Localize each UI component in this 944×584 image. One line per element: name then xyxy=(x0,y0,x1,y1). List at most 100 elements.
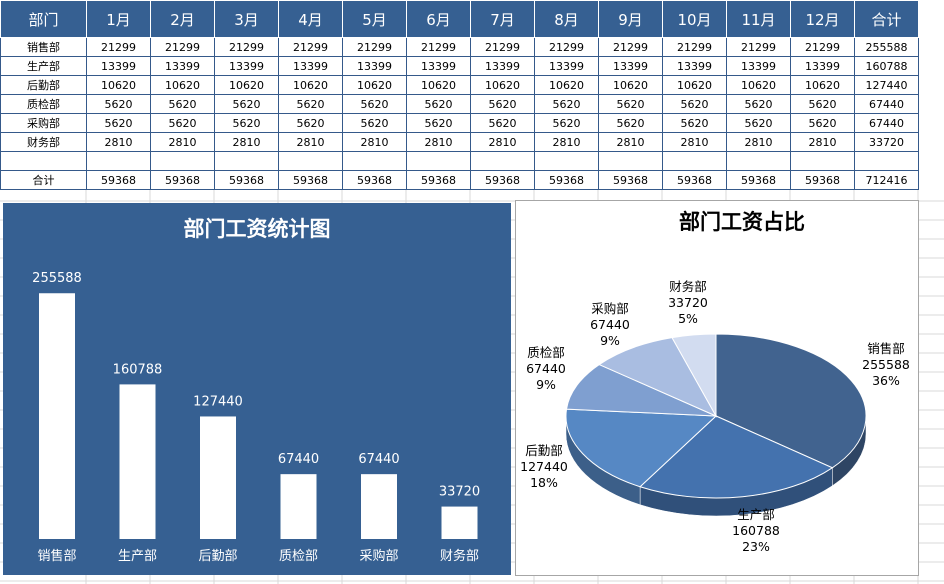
column-header[interactable]: 9月 xyxy=(598,0,663,38)
column-header[interactable]: 3月 xyxy=(214,0,279,38)
table-cell[interactable]: 13399 xyxy=(278,56,343,76)
column-header[interactable]: 12月 xyxy=(790,0,855,38)
table-cell[interactable]: 160788 xyxy=(854,56,919,76)
table-cell[interactable] xyxy=(598,151,663,171)
table-cell[interactable]: 21299 xyxy=(214,37,279,57)
table-cell[interactable]: 2810 xyxy=(662,132,727,152)
table-cell[interactable]: 127440 xyxy=(854,75,919,95)
row-label-cell[interactable] xyxy=(0,151,87,171)
table-cell[interactable]: 2810 xyxy=(342,132,407,152)
table-cell[interactable]: 13399 xyxy=(790,56,855,76)
column-header[interactable]: 6月 xyxy=(406,0,471,38)
row-label-cell[interactable]: 质检部 xyxy=(0,94,87,114)
row-label-cell[interactable]: 生产部 xyxy=(0,56,87,76)
table-cell[interactable]: 59368 xyxy=(598,170,663,190)
table-cell[interactable]: 21299 xyxy=(470,37,535,57)
table-cell[interactable]: 21299 xyxy=(86,37,151,57)
table-cell[interactable] xyxy=(726,151,791,171)
column-header[interactable]: 合计 xyxy=(854,0,919,38)
table-cell[interactable]: 10620 xyxy=(342,75,407,95)
table-cell[interactable]: 13399 xyxy=(150,56,215,76)
table-cell[interactable]: 5620 xyxy=(534,94,599,114)
table-cell[interactable]: 5620 xyxy=(278,94,343,114)
table-cell[interactable]: 5620 xyxy=(726,113,791,133)
column-header[interactable]: 1月 xyxy=(86,0,151,38)
table-cell[interactable]: 2810 xyxy=(598,132,663,152)
column-header[interactable]: 5月 xyxy=(342,0,407,38)
table-cell[interactable]: 67440 xyxy=(854,113,919,133)
table-cell[interactable]: 5620 xyxy=(662,94,727,114)
table-cell[interactable]: 5620 xyxy=(278,113,343,133)
table-cell[interactable] xyxy=(342,151,407,171)
table-cell[interactable]: 59368 xyxy=(470,170,535,190)
table-cell[interactable] xyxy=(470,151,535,171)
table-cell[interactable]: 59368 xyxy=(790,170,855,190)
table-cell[interactable]: 10620 xyxy=(214,75,279,95)
column-header[interactable]: 部门 xyxy=(0,0,87,38)
table-cell[interactable]: 33720 xyxy=(854,132,919,152)
row-label-cell[interactable]: 后勤部 xyxy=(0,75,87,95)
table-cell[interactable]: 59368 xyxy=(86,170,151,190)
table-cell[interactable]: 5620 xyxy=(214,113,279,133)
pie-chart-panel[interactable]: 部门工资占比 销售部 255588 36% 生产部 160788 23% 后勤部 127440 1… xyxy=(515,200,919,576)
table-cell[interactable]: 5620 xyxy=(86,94,151,114)
table-cell[interactable]: 2810 xyxy=(406,132,471,152)
table-cell[interactable]: 10620 xyxy=(406,75,471,95)
table-cell[interactable]: 13399 xyxy=(534,56,599,76)
table-cell[interactable]: 59368 xyxy=(342,170,407,190)
table-cell[interactable] xyxy=(278,151,343,171)
column-header[interactable]: 4月 xyxy=(278,0,343,38)
table-cell[interactable]: 5620 xyxy=(342,113,407,133)
table-cell[interactable]: 13399 xyxy=(662,56,727,76)
table-cell[interactable]: 21299 xyxy=(662,37,727,57)
table-cell[interactable] xyxy=(214,151,279,171)
table-cell[interactable] xyxy=(150,151,215,171)
table-cell[interactable]: 21299 xyxy=(534,37,599,57)
table-cell[interactable]: 10620 xyxy=(150,75,215,95)
table-cell[interactable]: 59368 xyxy=(278,170,343,190)
bar-chart-panel[interactable]: 部门工资统计图 255588 销售部 160788 生产部 127440 后勤部 67440 质… xyxy=(3,203,511,575)
table-cell[interactable]: 2810 xyxy=(150,132,215,152)
column-header[interactable]: 7月 xyxy=(470,0,535,38)
table-cell[interactable]: 10620 xyxy=(598,75,663,95)
row-label-cell[interactable]: 采购部 xyxy=(0,113,87,133)
table-cell[interactable]: 13399 xyxy=(598,56,663,76)
row-label-cell[interactable]: 财务部 xyxy=(0,132,87,152)
table-cell[interactable]: 5620 xyxy=(214,94,279,114)
table-cell[interactable]: 59368 xyxy=(662,170,727,190)
table-cell[interactable]: 10620 xyxy=(534,75,599,95)
table-cell[interactable]: 10620 xyxy=(86,75,151,95)
table-cell[interactable]: 13399 xyxy=(86,56,151,76)
table-cell[interactable]: 2810 xyxy=(214,132,279,152)
table-cell[interactable]: 5620 xyxy=(86,113,151,133)
table-cell[interactable]: 5620 xyxy=(150,94,215,114)
table-cell[interactable]: 5620 xyxy=(598,113,663,133)
table-cell[interactable]: 10620 xyxy=(662,75,727,95)
table-cell[interactable]: 5620 xyxy=(150,113,215,133)
table-cell[interactable]: 5620 xyxy=(662,113,727,133)
table-cell[interactable]: 59368 xyxy=(150,170,215,190)
table-cell[interactable]: 5620 xyxy=(470,94,535,114)
table-cell[interactable] xyxy=(534,151,599,171)
table-cell[interactable]: 21299 xyxy=(726,37,791,57)
table-cell[interactable]: 5620 xyxy=(534,113,599,133)
table-cell[interactable]: 21299 xyxy=(598,37,663,57)
table-cell[interactable]: 5620 xyxy=(790,94,855,114)
table-cell[interactable] xyxy=(854,151,919,171)
table-cell[interactable]: 2810 xyxy=(278,132,343,152)
table-cell[interactable]: 10620 xyxy=(790,75,855,95)
table-cell[interactable]: 5620 xyxy=(726,94,791,114)
table-cell[interactable]: 255588 xyxy=(854,37,919,57)
table-cell[interactable] xyxy=(406,151,471,171)
table-cell[interactable]: 13399 xyxy=(342,56,407,76)
table-cell[interactable]: 10620 xyxy=(278,75,343,95)
table-cell[interactable]: 5620 xyxy=(406,94,471,114)
table-cell[interactable]: 13399 xyxy=(406,56,471,76)
table-cell[interactable]: 5620 xyxy=(790,113,855,133)
table-cell[interactable]: 59368 xyxy=(406,170,471,190)
table-cell[interactable]: 21299 xyxy=(278,37,343,57)
column-header[interactable]: 2月 xyxy=(150,0,215,38)
table-cell[interactable]: 2810 xyxy=(534,132,599,152)
table-cell[interactable]: 21299 xyxy=(790,37,855,57)
column-header[interactable]: 8月 xyxy=(534,0,599,38)
